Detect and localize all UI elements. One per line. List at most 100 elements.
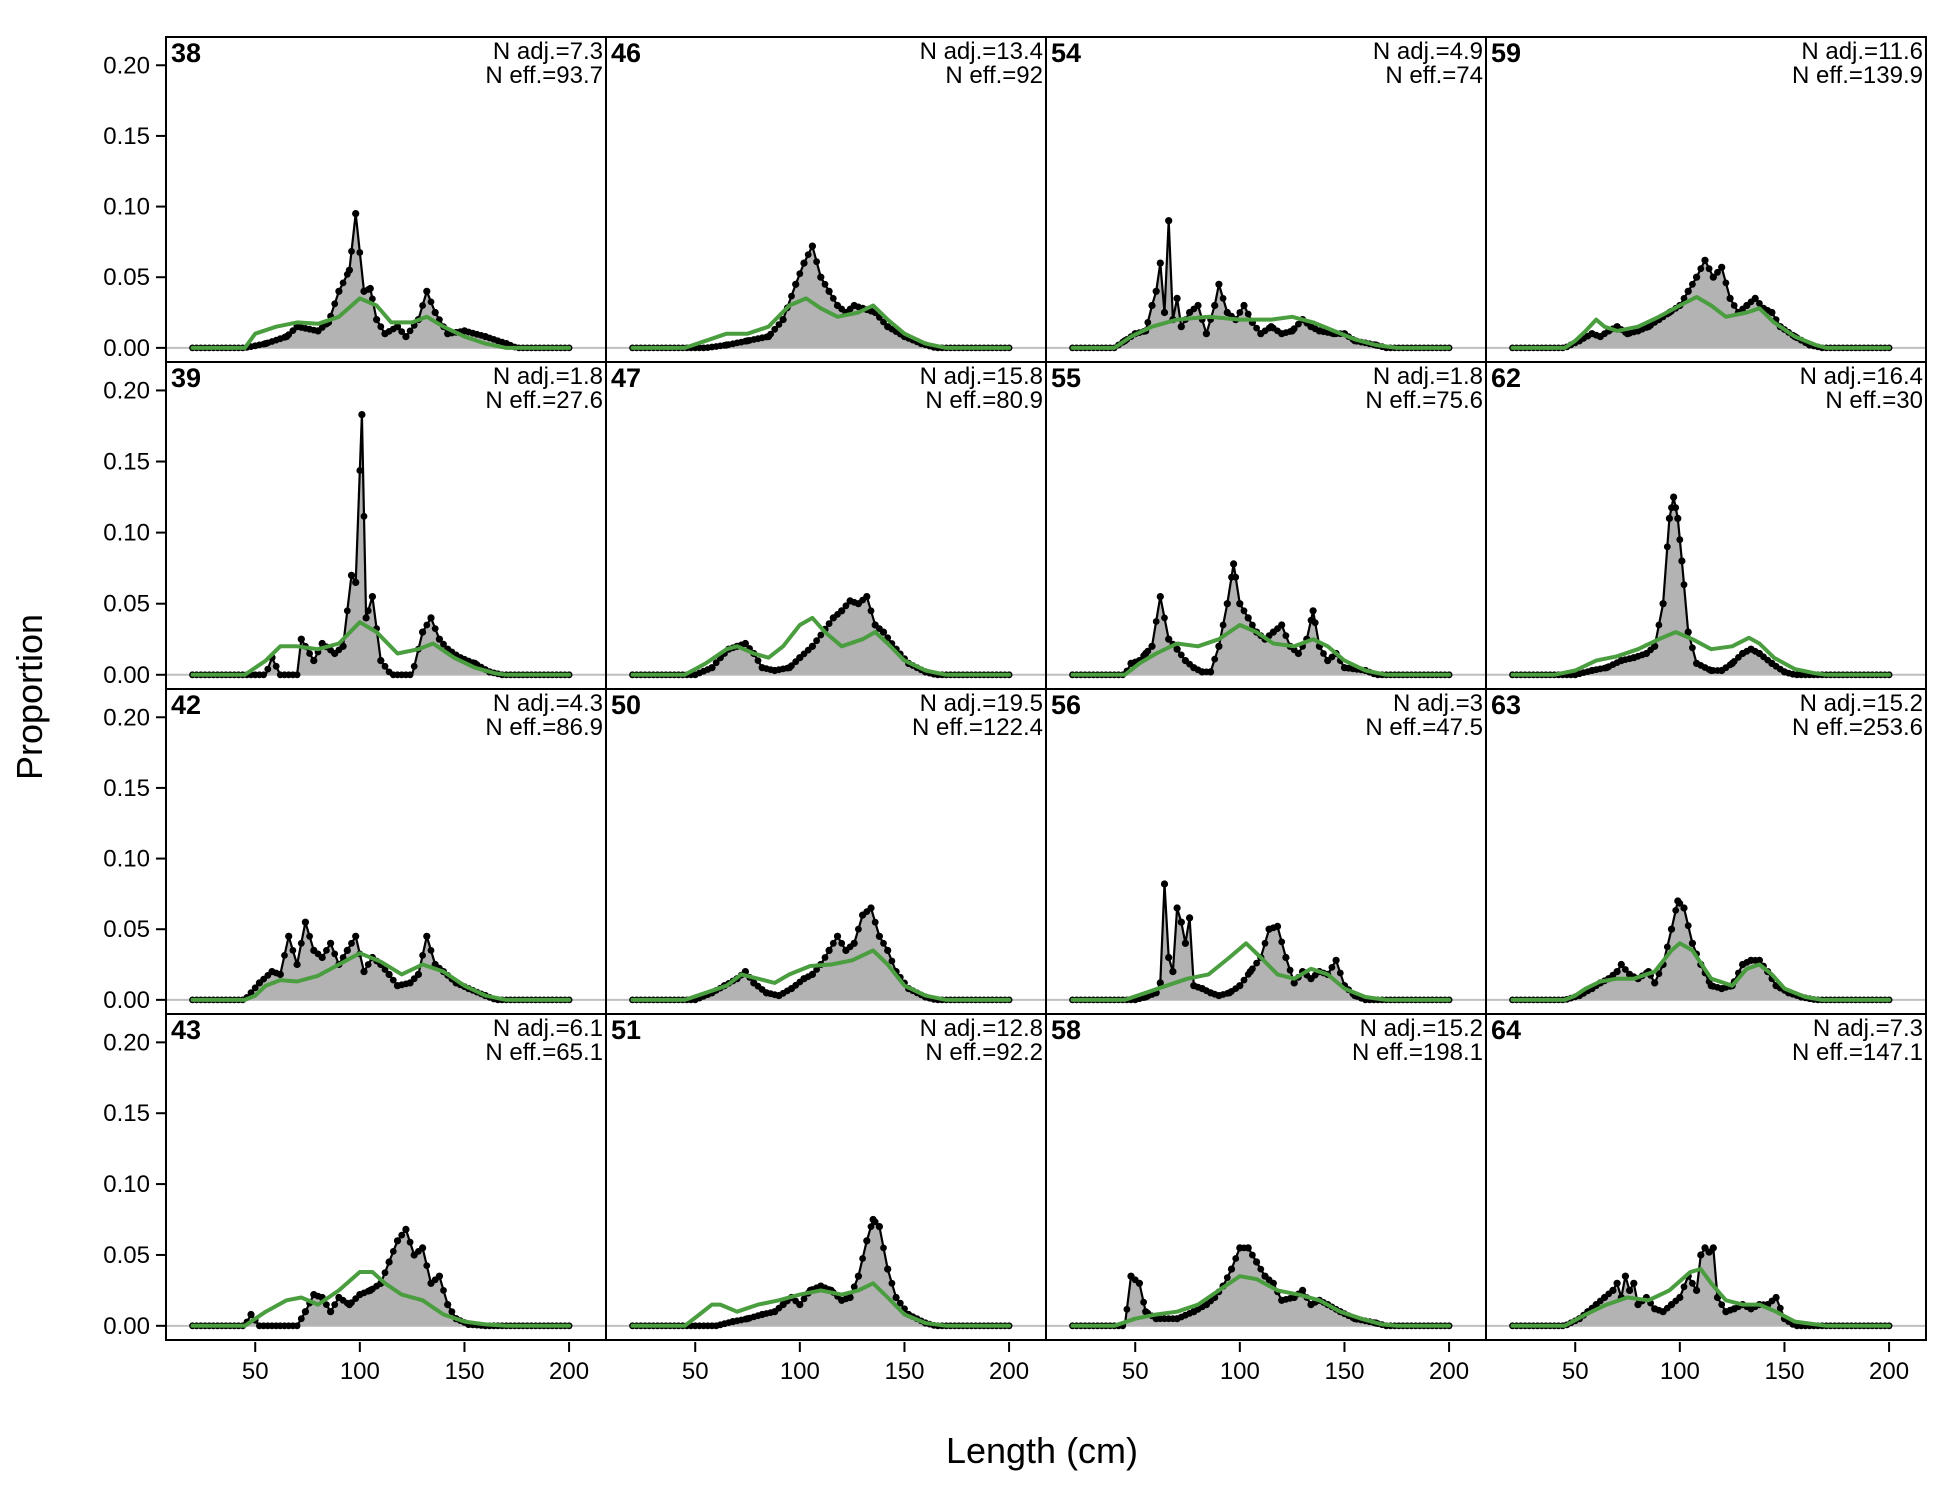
observed-point: [859, 911, 867, 919]
observed-point: [1718, 985, 1726, 993]
observed-point: [251, 984, 259, 992]
panel-62: 62 N adj.=16.4N eff.=30: [1485, 361, 1927, 690]
observed-point: [1609, 1286, 1617, 1294]
observed-point: [356, 1291, 364, 1299]
observed-point: [1730, 302, 1738, 309]
observed-point: [850, 939, 858, 947]
observed-point: [381, 662, 389, 670]
observed-point: [385, 970, 393, 979]
observed-point: [1286, 966, 1294, 974]
expected-line: [1510, 1267, 1892, 1328]
observed-point: [301, 1308, 309, 1316]
observed-point: [1273, 922, 1282, 931]
observed-point: [1634, 1301, 1642, 1309]
observed-point: [1743, 301, 1751, 310]
observed-point: [1596, 333, 1604, 341]
observed-point: [1307, 1301, 1315, 1309]
n-adj-label: N adj.=6.1: [493, 1015, 603, 1042]
observed-point: [1622, 966, 1629, 973]
observed-point: [1592, 1301, 1600, 1309]
n-eff-label: N eff.=74: [1385, 62, 1483, 89]
observed-point: [1688, 939, 1696, 947]
observed-point: [871, 918, 879, 926]
observed-point: [829, 614, 837, 622]
observed-point: [821, 954, 829, 961]
expected-line: [630, 296, 1012, 350]
y-tick-label: 0.00: [103, 987, 150, 1014]
observed-point: [1261, 1272, 1269, 1280]
observed-point: [301, 918, 309, 926]
observed-point: [1161, 614, 1168, 622]
observed-point: [1768, 659, 1776, 668]
observed-point: [1186, 914, 1194, 922]
observed-point: [1776, 1304, 1784, 1312]
observed-point: [1726, 294, 1734, 302]
observed-point: [1642, 649, 1650, 658]
y-tick-label: 0.15: [103, 449, 150, 476]
n-eff-label: N eff.=47.5: [1365, 714, 1483, 741]
observed-point: [1722, 1308, 1730, 1316]
observed-point: [373, 316, 381, 324]
observed-point: [1689, 1279, 1696, 1287]
observed-point: [1739, 649, 1747, 658]
expected-line: [1510, 295, 1892, 350]
observed-point: [1315, 327, 1323, 335]
observed-point: [1739, 960, 1747, 969]
observed-point: [880, 939, 887, 947]
observed-point: [360, 968, 368, 976]
panel-id: 43: [171, 1015, 201, 1045]
n-adj-label: N adj.=15.8: [920, 363, 1043, 390]
observed-point: [331, 649, 339, 658]
observed-point: [1135, 1279, 1143, 1287]
expected-line: [1070, 314, 1452, 350]
observed-point: [1651, 1305, 1659, 1313]
y-tick-label: 0.05: [103, 264, 150, 291]
observed-point: [1225, 989, 1233, 997]
observed-point: [1684, 628, 1692, 636]
observed-point: [1240, 976, 1248, 984]
panel-id: 56: [1051, 690, 1081, 720]
observed-point: [1755, 649, 1763, 658]
observed-point: [1127, 1272, 1135, 1280]
y-tick-label: 0.00: [103, 1313, 150, 1340]
observed-point: [808, 242, 817, 250]
observed-point: [1240, 301, 1248, 310]
panel-id: 51: [611, 1015, 641, 1045]
observed-point: [310, 946, 318, 955]
observed-point: [481, 333, 489, 341]
observed-point: [393, 323, 402, 331]
observed-point: [825, 946, 833, 955]
y-tick-label: 0.05: [103, 1242, 150, 1269]
observed-point: [1705, 265, 1713, 273]
observed-point: [347, 571, 356, 579]
observed-point: [419, 302, 426, 309]
observed-point: [1307, 975, 1315, 983]
observed-point: [1340, 664, 1349, 672]
observed-point: [1655, 970, 1663, 978]
n-adj-label: N adj.=12.8: [920, 1015, 1043, 1042]
expected-line: [630, 1281, 1012, 1328]
observed-point: [800, 259, 808, 267]
observed-point: [1623, 330, 1632, 338]
observed-point: [1186, 308, 1194, 317]
observed-point: [1144, 319, 1152, 326]
observed-point: [381, 330, 389, 338]
observed-point: [448, 1308, 456, 1316]
observed-point: [1278, 938, 1286, 946]
observed-point: [423, 1262, 431, 1269]
observed-area: [1512, 260, 1890, 348]
observed-point: [331, 1301, 339, 1308]
panel-id: 54: [1051, 38, 1081, 68]
observed-point: [1257, 330, 1265, 338]
observed-point: [896, 1299, 904, 1307]
panel-id: 42: [171, 690, 201, 720]
observed-point: [1177, 323, 1185, 331]
panel-id: 62: [1491, 363, 1521, 393]
observed-point: [1142, 649, 1150, 658]
observed-point: [1253, 324, 1260, 332]
observed-point: [867, 607, 875, 615]
observed-point: [1173, 294, 1181, 302]
observed-point: [406, 671, 414, 679]
observed-area: [1072, 884, 1450, 1000]
